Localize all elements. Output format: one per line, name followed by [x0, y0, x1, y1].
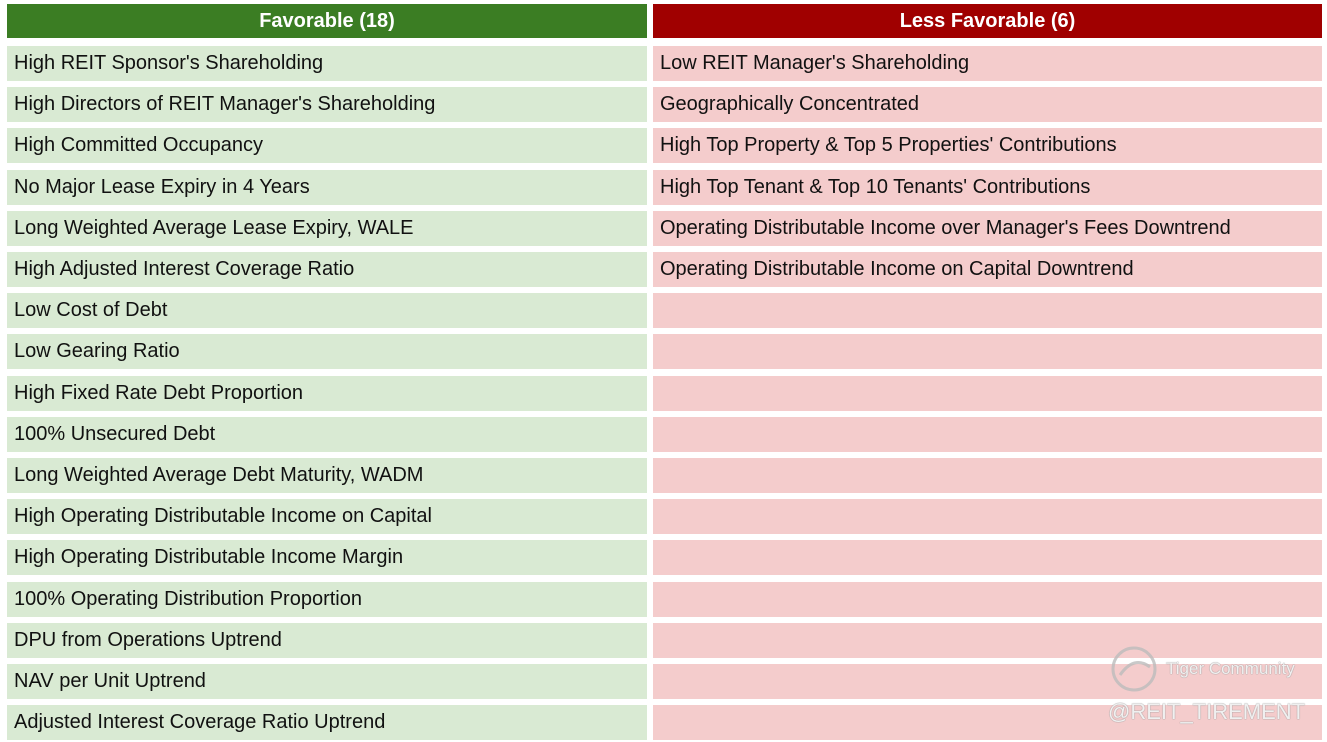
favorable-cell: Adjusted Interest Coverage Ratio Uptrend	[7, 705, 647, 741]
less-favorable-cell: High Top Tenant & Top 10 Tenants' Contri…	[653, 169, 1322, 205]
less-favorable-cell	[653, 293, 1322, 329]
favorable-cell: Low Cost of Debt	[7, 293, 647, 329]
favorable-cell: NAV per Unit Uptrend	[7, 664, 647, 699]
less-favorable-cell: Low REIT Manager's Shareholding	[653, 46, 1322, 81]
less-favorable-cell	[653, 705, 1322, 741]
favorable-cell: DPU from Operations Uptrend	[7, 622, 647, 658]
favorable-cell: 100% Operating Distribution Proportion	[7, 581, 647, 617]
favorable-cell: High Adjusted Interest Coverage Ratio	[7, 252, 647, 287]
less-favorable-cell: High Top Property & Top 5 Properties' Co…	[653, 128, 1322, 164]
favorable-cell: Long Weighted Average Lease Expiry, WALE	[7, 210, 647, 246]
favorable-header: Favorable (18)	[7, 4, 647, 38]
watermark-handle: @REIT_TIREMENT	[1108, 699, 1306, 724]
favorable-cell: High Committed Occupancy	[7, 128, 647, 164]
favorable-cell: Low Gearing Ratio	[7, 334, 647, 370]
less-favorable-cell	[653, 375, 1322, 411]
favorable-cell: High Directors of REIT Manager's Shareho…	[7, 87, 647, 123]
less-favorable-cell: Operating Distributable Income on Capita…	[653, 252, 1322, 287]
less-favorable-cell	[653, 416, 1322, 452]
less-favorable-cell: Operating Distributable Income over Mana…	[653, 210, 1322, 246]
watermark-brand: Tiger Community	[1166, 659, 1295, 678]
less-favorable-cell	[653, 540, 1322, 576]
favorable-cell: High Operating Distributable Income on C…	[7, 499, 647, 535]
less-favorable-header: Less Favorable (6)	[653, 4, 1322, 38]
less-favorable-cell	[653, 664, 1322, 699]
favorable-cell: High Fixed Rate Debt Proportion	[7, 375, 647, 411]
less-favorable-cell	[653, 499, 1322, 535]
favorable-cell: No Major Lease Expiry in 4 Years	[7, 169, 647, 205]
favorable-cell: Long Weighted Average Debt Maturity, WAD…	[7, 458, 647, 493]
less-favorable-cell	[653, 581, 1322, 617]
favorable-cell: High Operating Distributable Income Marg…	[7, 540, 647, 576]
favorable-cell: 100% Unsecured Debt	[7, 416, 647, 452]
less-favorable-cell: Geographically Concentrated	[653, 87, 1322, 123]
favorable-cell: High REIT Sponsor's Shareholding	[7, 46, 647, 81]
less-favorable-cell	[653, 622, 1322, 658]
less-favorable-cell	[653, 334, 1322, 370]
watermark-logo	[1111, 646, 1157, 692]
less-favorable-cell	[653, 458, 1322, 493]
